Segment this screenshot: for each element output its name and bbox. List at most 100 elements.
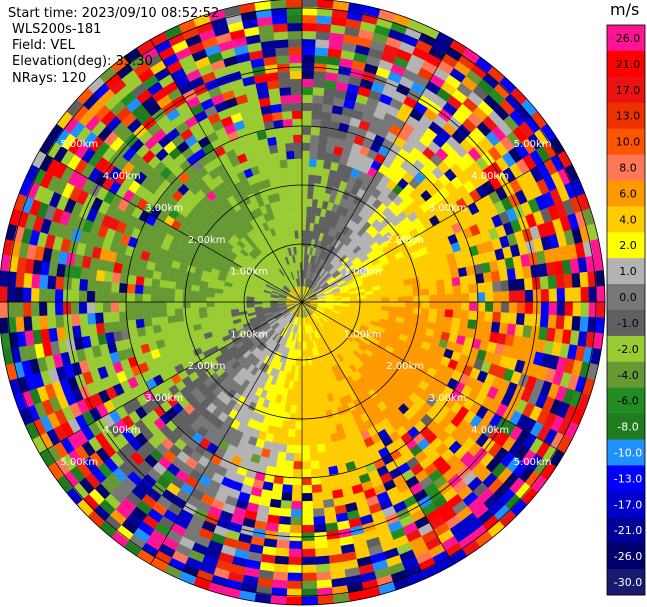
velocity-gate [314, 539, 328, 549]
velocity-gate [516, 301, 526, 314]
velocity-gate [563, 315, 573, 331]
velocity-gate [316, 435, 325, 445]
velocity-gate [296, 190, 303, 199]
velocity-gate [271, 579, 288, 589]
velocity-gate [500, 312, 510, 324]
velocity-gate [301, 564, 317, 574]
velocity-gate [301, 508, 314, 518]
velocity-gate [287, 564, 303, 574]
velocity-gate [315, 555, 330, 565]
velocity-gate [321, 103, 334, 114]
velocity-gate [498, 269, 509, 282]
colorbar-tick-label: -30.0 [614, 576, 642, 589]
velocity-gate [279, 86, 292, 96]
velocity-gate [316, 15, 333, 25]
velocity-gate [482, 321, 493, 333]
range-ring-label: 4.00km [103, 425, 141, 436]
velocity-gate [271, 482, 283, 493]
velocity-gate [142, 293, 151, 303]
velocity-gate [110, 281, 120, 293]
velocity-gate [292, 214, 298, 223]
velocity-gate [564, 287, 574, 303]
velocity-gate [238, 298, 247, 303]
colorbar-units-label: m/s [610, 0, 640, 19]
velocity-gate [289, 182, 297, 192]
velocity-gate [287, 22, 303, 32]
velocity-gate [315, 427, 324, 437]
velocity-gate [301, 142, 311, 151]
velocity-gate [142, 285, 152, 295]
velocity-gate [295, 413, 303, 422]
velocity-gate [222, 305, 231, 311]
velocity-gate [277, 523, 291, 534]
colorbar-tick-label: 13.0 [616, 110, 641, 123]
velocity-gate [283, 182, 291, 192]
velocity-gate [482, 271, 493, 283]
velocity-gate [412, 289, 422, 297]
velocity-gate [158, 308, 168, 318]
velocity-gate [38, 301, 48, 316]
velocity-gate [31, 273, 41, 289]
velocity-gate [166, 308, 176, 317]
velocity-gate [301, 46, 316, 56]
velocity-gate [288, 420, 296, 430]
velocity-gate [508, 290, 518, 303]
velocity-gate [292, 477, 303, 486]
velocity-gate [317, 143, 328, 153]
colorbar-tick-label: 26.0 [616, 32, 641, 45]
velocity-gate [143, 276, 153, 287]
velocity-gate [313, 515, 326, 526]
velocity-gate [275, 135, 286, 145]
velocity-gate [313, 523, 327, 534]
nrays-label: NRays: 120 [12, 71, 87, 86]
velocity-gate [23, 316, 33, 332]
velocity-gate [547, 314, 557, 329]
velocity-gate [313, 70, 327, 81]
velocity-gate [292, 126, 303, 135]
velocity-gate [126, 310, 136, 321]
colorbar-tick-label: -13.0 [614, 472, 642, 485]
velocity-gate [381, 297, 390, 303]
velocity-gate [579, 271, 589, 288]
velocity-gate [296, 198, 303, 207]
velocity-gate [274, 127, 285, 137]
velocity-gate [445, 293, 454, 303]
velocity-gate [286, 14, 303, 24]
velocity-gate [306, 381, 312, 390]
velocity-gate [94, 312, 104, 324]
velocity-gate [301, 389, 308, 398]
velocity-gate [404, 307, 414, 314]
velocity-gate [294, 429, 303, 438]
velocity-gate [563, 273, 573, 289]
velocity-gate [54, 301, 64, 316]
velocity-gate [289, 412, 297, 422]
velocity-gate [151, 316, 161, 326]
velocity-gate [413, 301, 422, 309]
velocity-gate [301, 429, 310, 438]
velocity-gate [102, 281, 112, 293]
velocity-gate [311, 110, 323, 120]
velocity-gate [301, 484, 313, 494]
velocity-gate [428, 308, 438, 317]
velocity-gate [174, 308, 184, 316]
velocity-gate [445, 301, 454, 311]
velocity-gate [291, 102, 303, 112]
velocity-gate [134, 310, 144, 320]
velocity-gate [442, 270, 452, 280]
velocity-gate [23, 272, 33, 288]
colorbar-tick-label: 4.0 [619, 213, 637, 226]
velocity-gate [78, 313, 89, 326]
velocity-gate [166, 294, 175, 303]
velocity-gate [174, 314, 185, 323]
velocity-gate [222, 297, 231, 303]
velocity-gate [580, 286, 590, 303]
velocity-gate [301, 492, 313, 502]
velocity-gate [419, 281, 430, 290]
velocity-gate [572, 287, 582, 303]
velocity-gate [296, 405, 303, 414]
range-ring-label: 1.00km [230, 329, 268, 340]
velocity-gate [301, 373, 307, 382]
velocity-gate [298, 238, 303, 247]
velocity-gate [0, 270, 9, 287]
velocity-gate [301, 94, 314, 104]
